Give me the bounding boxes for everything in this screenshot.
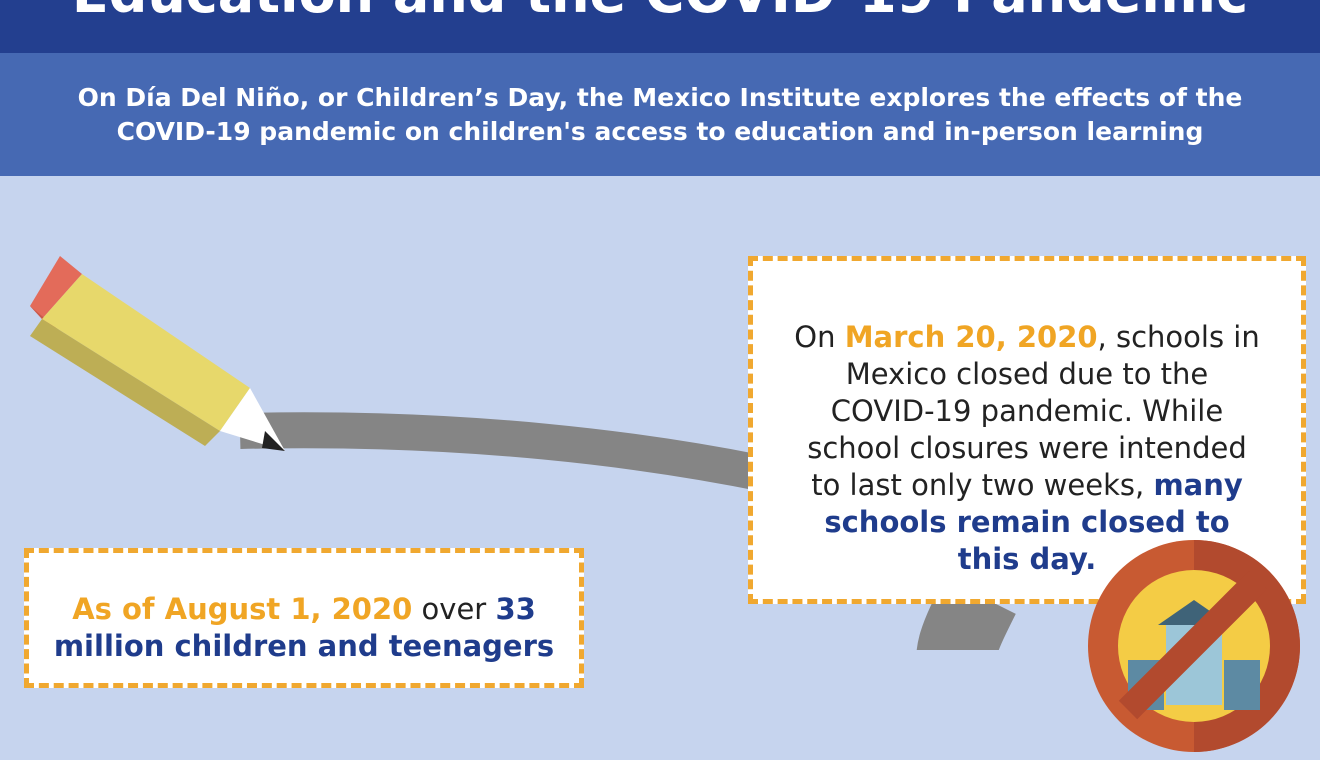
emphasis-text: many schools remain closed to this day. [824, 468, 1243, 576]
text: On [794, 320, 845, 354]
road-path [30, 256, 1016, 650]
no-school-icon [1088, 540, 1300, 752]
stat-date: As of August 1, 2020 [72, 592, 413, 626]
header-bar: Education and the COVID-19 Pandemic [0, 0, 1320, 53]
page-title: Education and the COVID-19 Pandemic [0, 0, 1320, 25]
closure-info-box: On March 20, 2020, schools in Mexico clo… [748, 256, 1306, 604]
children-stat-box: As of August 1, 2020 over 33 million chi… [24, 548, 584, 688]
pencil-icon [30, 256, 285, 451]
closure-date: March 20, 2020 [844, 320, 1098, 354]
subtitle: On Día Del Niño, or Children’s Day, the … [0, 53, 1320, 176]
text: , schools in Mexico closed due to the CO… [807, 320, 1260, 502]
text: over [412, 592, 496, 626]
